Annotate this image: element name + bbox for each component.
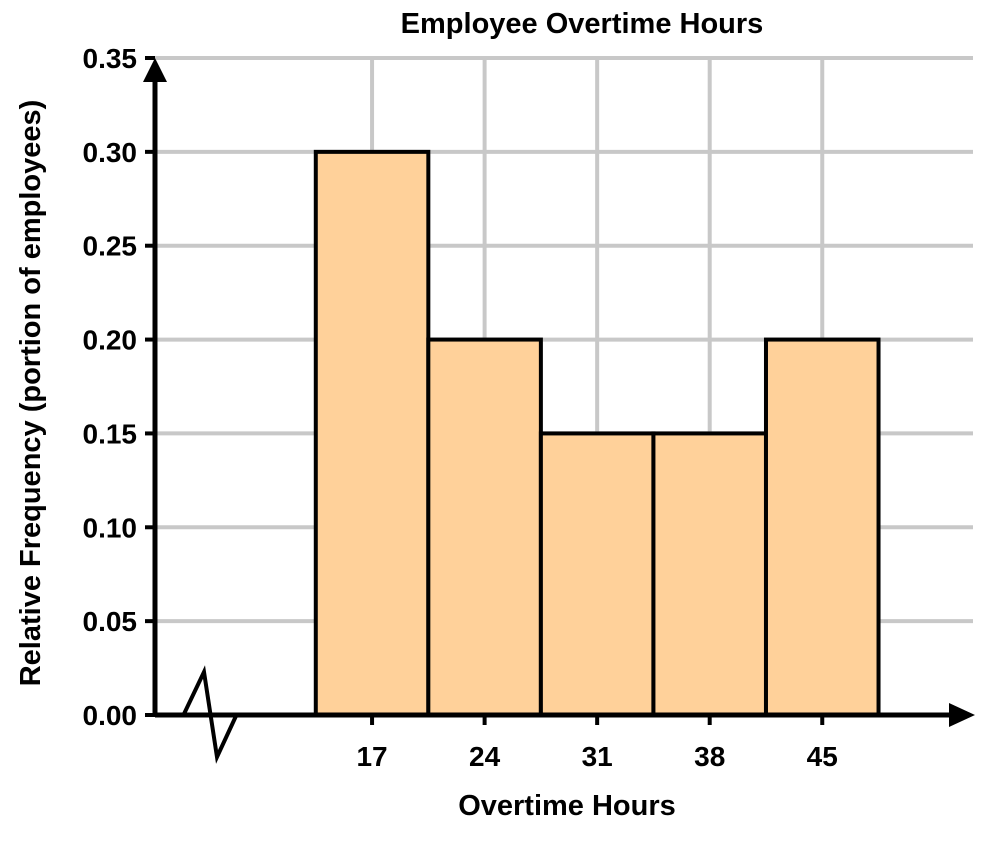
bar-24 [426, 337, 543, 717]
x-tick-label: 45 [807, 741, 838, 772]
x-tick-label: 38 [694, 741, 725, 772]
x-tick-label: 17 [356, 741, 387, 772]
y-tick-label: 0.25 [83, 231, 138, 262]
y-tick-label: 0.10 [83, 512, 138, 543]
y-tick-label: 0.00 [83, 700, 138, 731]
bar-45 [763, 337, 881, 717]
y-tick-label: 0.20 [83, 325, 138, 356]
bar-31 [538, 431, 656, 717]
chart-title: Employee Overtime Hours [401, 8, 764, 40]
y-tick-label: 0.15 [83, 418, 138, 449]
y-tick-label: 0.05 [83, 606, 138, 637]
y-tick-label: 0.35 [83, 43, 138, 74]
bar-38 [651, 431, 768, 717]
x-axis-arrow [949, 703, 975, 727]
y-axis-title: Relative Frequency (portion of employees… [15, 100, 47, 687]
y-axis-arrow [143, 58, 167, 82]
x-tick-label: 31 [582, 741, 613, 772]
x-axis-title: Overtime Hours [458, 790, 676, 822]
y-tick-label: 0.30 [83, 137, 138, 168]
x-tick-label: 24 [469, 741, 501, 772]
axis-break-icon [181, 665, 238, 764]
bars [313, 149, 881, 718]
tick-labels: 0.00 0.05 0.10 0.15 0.20 0.25 0.30 0.35 17 24 31 38… [83, 43, 838, 772]
bar-17 [313, 149, 431, 718]
